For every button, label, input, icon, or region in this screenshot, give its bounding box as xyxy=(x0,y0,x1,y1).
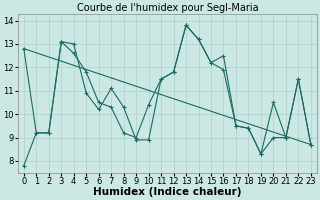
X-axis label: Humidex (Indice chaleur): Humidex (Indice chaleur) xyxy=(93,187,242,197)
Title: Courbe de l'humidex pour Segl-Maria: Courbe de l'humidex pour Segl-Maria xyxy=(76,3,258,13)
